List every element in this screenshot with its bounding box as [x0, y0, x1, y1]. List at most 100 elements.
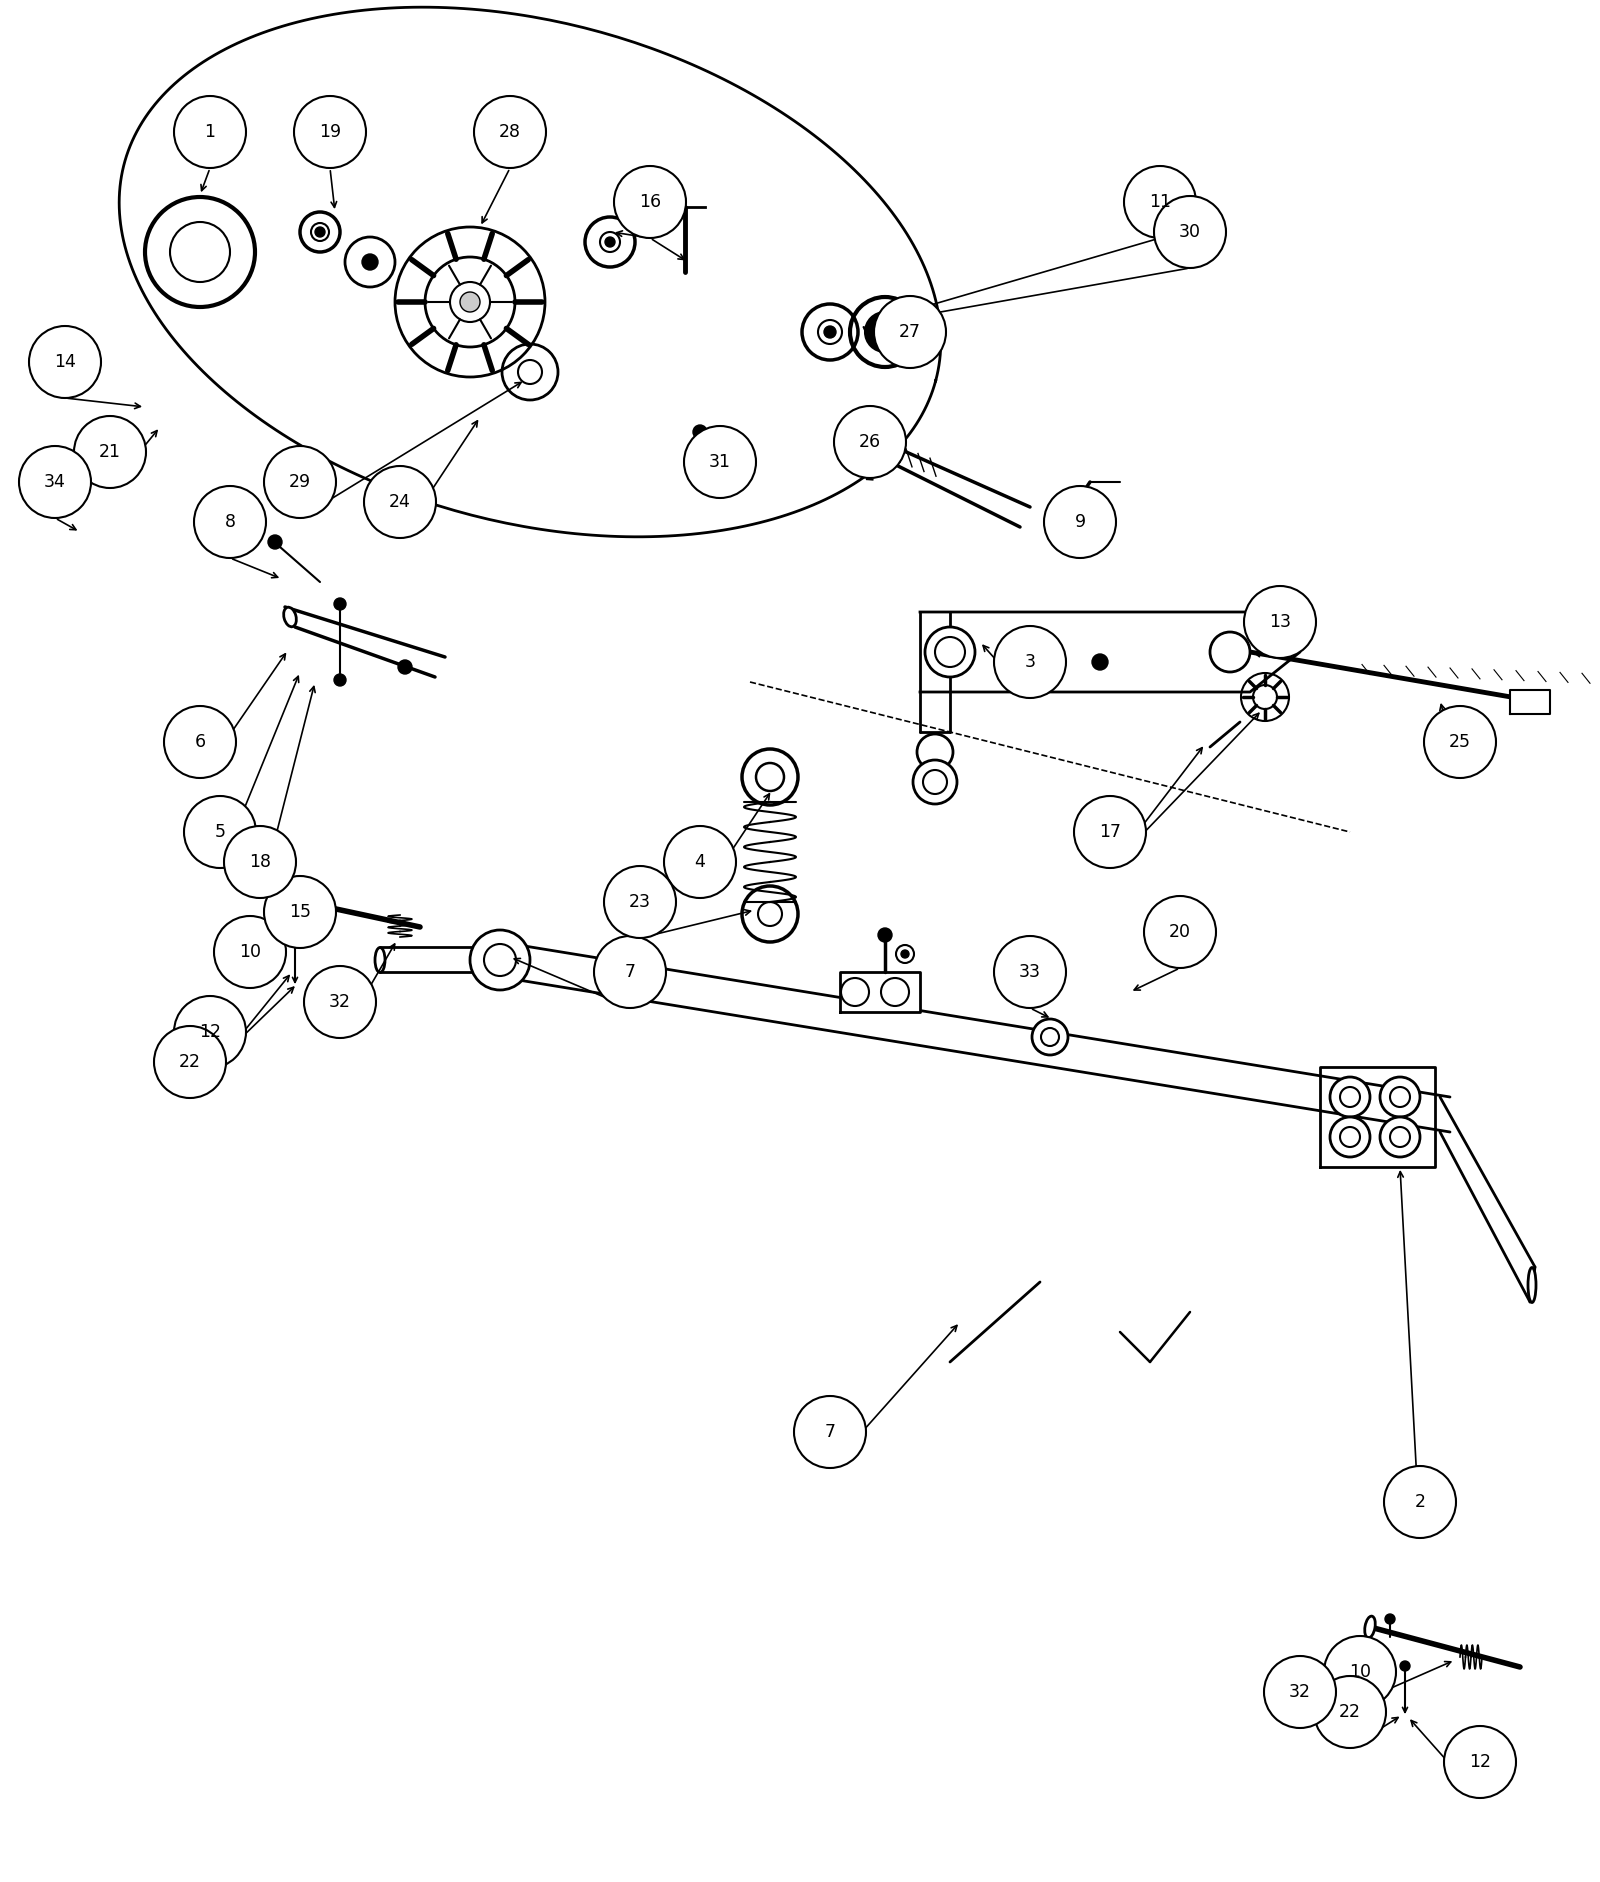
Ellipse shape [848, 425, 861, 448]
Text: 12: 12 [1469, 1752, 1491, 1771]
Text: 10: 10 [1349, 1664, 1371, 1681]
Ellipse shape [275, 886, 285, 907]
Text: 22: 22 [1339, 1703, 1362, 1720]
Ellipse shape [1365, 1617, 1376, 1637]
Circle shape [842, 979, 869, 1007]
Circle shape [362, 254, 378, 269]
Circle shape [834, 407, 906, 478]
Text: 1: 1 [205, 122, 216, 141]
Circle shape [1386, 1615, 1395, 1624]
Circle shape [19, 446, 91, 518]
Circle shape [269, 534, 282, 550]
Circle shape [605, 237, 614, 247]
Text: 18: 18 [250, 853, 270, 871]
Circle shape [1154, 196, 1226, 267]
Text: 34: 34 [45, 472, 66, 491]
Circle shape [264, 446, 336, 518]
Circle shape [1144, 896, 1216, 967]
Text: 19: 19 [318, 122, 341, 141]
Circle shape [165, 706, 237, 777]
Text: 26: 26 [859, 433, 882, 452]
Text: 14: 14 [54, 354, 75, 371]
Circle shape [878, 928, 893, 943]
Polygon shape [381, 947, 499, 971]
Circle shape [1210, 632, 1250, 672]
Circle shape [914, 760, 957, 804]
Circle shape [896, 945, 914, 964]
Circle shape [304, 965, 376, 1039]
Circle shape [294, 96, 366, 167]
Text: 24: 24 [389, 493, 411, 512]
Circle shape [1400, 1662, 1410, 1671]
Text: 9: 9 [1075, 514, 1085, 531]
Circle shape [214, 917, 286, 988]
Circle shape [1032, 1018, 1069, 1056]
Circle shape [29, 326, 101, 397]
Circle shape [1074, 796, 1146, 868]
Circle shape [1379, 1077, 1421, 1118]
Polygon shape [850, 427, 1030, 527]
Text: 23: 23 [629, 892, 651, 911]
Circle shape [1264, 1656, 1336, 1728]
Circle shape [685, 425, 757, 499]
Circle shape [994, 935, 1066, 1009]
Polygon shape [1320, 1067, 1435, 1167]
Circle shape [264, 875, 336, 949]
Circle shape [1330, 1077, 1370, 1118]
Circle shape [901, 950, 909, 958]
Text: 7: 7 [824, 1423, 835, 1442]
Circle shape [794, 1396, 866, 1468]
Text: 13: 13 [1269, 614, 1291, 630]
Text: 11: 11 [1149, 194, 1171, 211]
Text: 25: 25 [1450, 732, 1470, 751]
Circle shape [290, 932, 301, 941]
Circle shape [594, 935, 666, 1009]
Text: 20: 20 [1170, 922, 1190, 941]
Text: 6: 6 [195, 732, 205, 751]
Circle shape [605, 866, 675, 937]
Text: 32: 32 [330, 994, 350, 1011]
Circle shape [461, 292, 480, 312]
Text: 5: 5 [214, 822, 226, 841]
Circle shape [925, 627, 974, 678]
Text: 32: 32 [1290, 1683, 1310, 1701]
Circle shape [1091, 655, 1107, 670]
Circle shape [693, 425, 707, 439]
Circle shape [294, 885, 306, 894]
Text: 22: 22 [179, 1054, 202, 1071]
Text: 21: 21 [99, 442, 122, 461]
Circle shape [174, 96, 246, 167]
Text: 2: 2 [1414, 1492, 1426, 1511]
Text: 7: 7 [624, 964, 635, 981]
Circle shape [194, 486, 266, 557]
Polygon shape [840, 971, 920, 1013]
Text: 27: 27 [899, 324, 922, 341]
Circle shape [664, 826, 736, 898]
Circle shape [470, 930, 530, 990]
Circle shape [74, 416, 146, 487]
Circle shape [824, 326, 837, 339]
Polygon shape [285, 608, 445, 678]
Circle shape [1245, 585, 1315, 659]
Circle shape [1384, 1466, 1456, 1538]
Circle shape [1123, 166, 1197, 237]
Circle shape [1379, 1118, 1421, 1157]
Text: 3: 3 [1024, 653, 1035, 672]
Polygon shape [499, 943, 1450, 1131]
Text: 16: 16 [638, 194, 661, 211]
Circle shape [917, 734, 954, 770]
Circle shape [474, 96, 546, 167]
Text: 12: 12 [198, 1024, 221, 1041]
Circle shape [1424, 706, 1496, 777]
Circle shape [882, 979, 909, 1007]
Circle shape [994, 627, 1066, 698]
Circle shape [224, 826, 296, 898]
Circle shape [174, 996, 246, 1067]
Text: 31: 31 [709, 454, 731, 470]
Ellipse shape [1528, 1267, 1536, 1302]
Circle shape [334, 598, 346, 610]
Text: 17: 17 [1099, 822, 1122, 841]
Ellipse shape [283, 608, 296, 627]
Circle shape [184, 796, 256, 868]
Circle shape [398, 661, 413, 674]
